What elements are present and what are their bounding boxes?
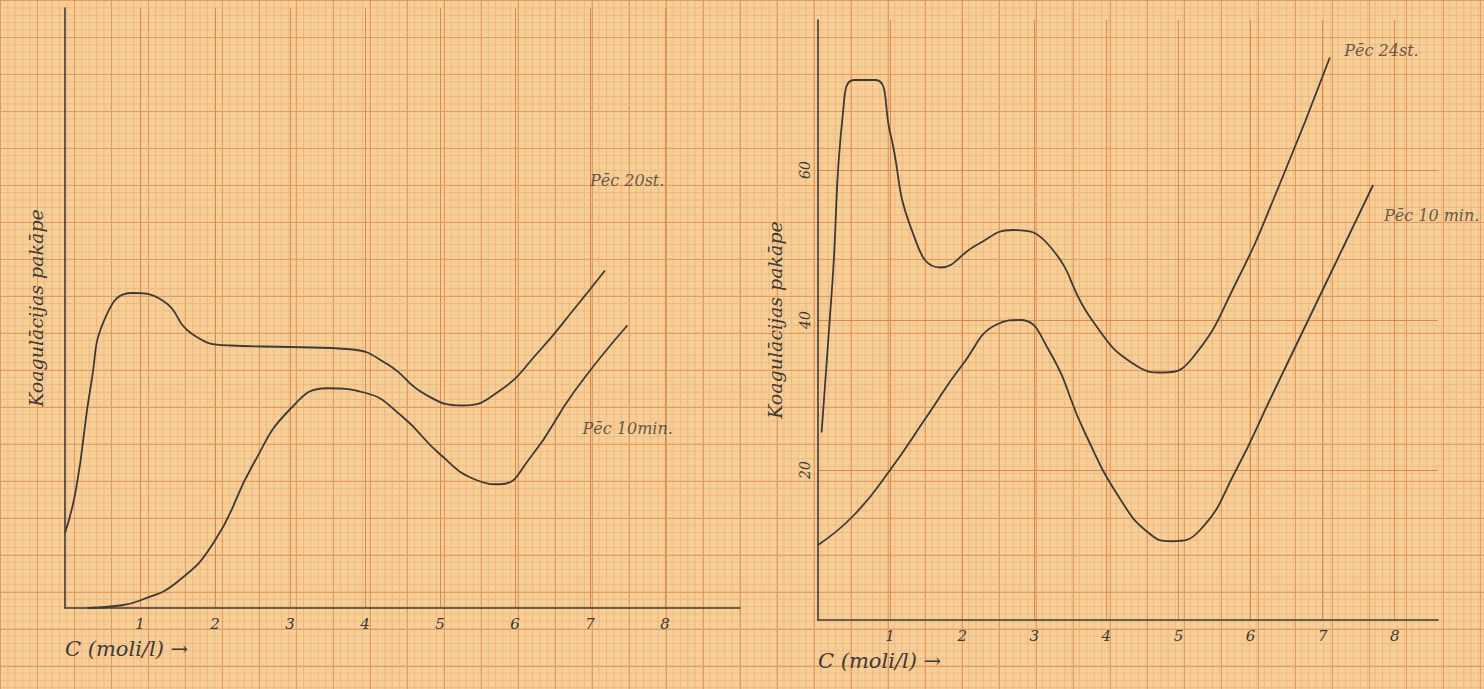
svg-text:1: 1 <box>135 615 145 633</box>
svg-text:60: 60 <box>797 161 813 179</box>
svg-text:2: 2 <box>209 615 220 633</box>
svg-text:Koagulācijas pakāpe: Koagulācijas pakāpe <box>25 209 47 408</box>
svg-text:3: 3 <box>1030 627 1040 645</box>
svg-text:20: 20 <box>797 461 813 480</box>
svg-text:3: 3 <box>285 615 295 633</box>
svg-text:6: 6 <box>510 615 520 633</box>
svg-text:2: 2 <box>956 627 967 645</box>
svg-text:8: 8 <box>1390 627 1400 645</box>
svg-text:5: 5 <box>435 615 445 633</box>
svg-text:4: 4 <box>359 615 370 633</box>
svg-text:C (moli/l) →: C (moli/l) → <box>65 637 188 661</box>
svg-text:40: 40 <box>797 311 813 330</box>
svg-text:8: 8 <box>660 615 670 633</box>
svg-text:Koagulācijas pakāpe: Koagulācijas pakāpe <box>764 221 786 420</box>
svg-text:7: 7 <box>1318 627 1328 645</box>
svg-text:Pēc 24st.: Pēc 24st. <box>1343 41 1418 60</box>
svg-text:C (moli/l) →: C (moli/l) → <box>818 649 941 673</box>
svg-text:4: 4 <box>1101 627 1112 645</box>
svg-text:Pēc 10min.: Pēc 10min. <box>582 419 673 438</box>
svg-text:Pēc 10 min.: Pēc 10 min. <box>1383 206 1479 225</box>
svg-text:1: 1 <box>885 627 895 645</box>
svg-text:Pēc 20st.: Pēc 20st. <box>589 171 664 190</box>
svg-text:5: 5 <box>1174 627 1184 645</box>
svg-text:6: 6 <box>1246 627 1256 645</box>
svg-text:7: 7 <box>585 615 595 633</box>
